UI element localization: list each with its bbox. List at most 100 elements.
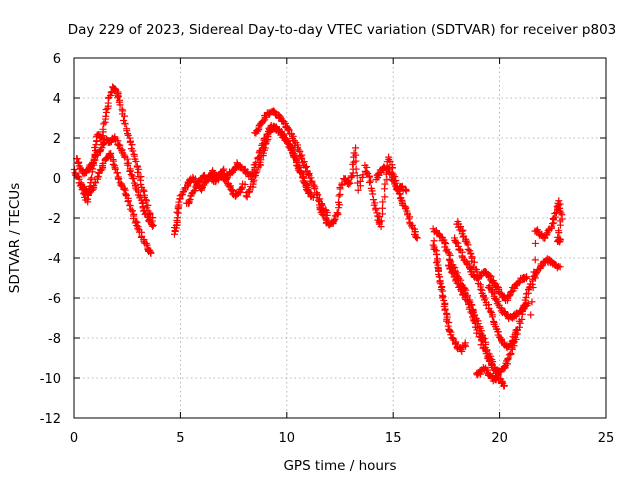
x-tick-label: 5 (176, 431, 184, 446)
data-point (334, 210, 342, 218)
data-point (446, 256, 454, 264)
data-point (99, 125, 107, 133)
series-arc-17 (527, 197, 566, 319)
data-point (83, 195, 91, 203)
y-tick-label: 4 (53, 92, 61, 107)
data-point (191, 187, 199, 195)
data-point (438, 283, 446, 291)
data-point (461, 339, 469, 347)
data-point (147, 249, 155, 257)
data-point (185, 197, 193, 205)
data-point (346, 179, 354, 187)
data-point (433, 251, 441, 259)
x-tick-label: 0 (70, 431, 78, 446)
data-point (405, 215, 413, 223)
data-point (241, 180, 249, 188)
data-point (126, 167, 134, 175)
data-point (127, 170, 135, 178)
data-point (305, 188, 313, 196)
data-point (126, 167, 134, 175)
data-point (457, 223, 465, 231)
data-point (528, 298, 536, 306)
data-point (259, 117, 267, 125)
data-point (500, 382, 508, 390)
data-point (295, 163, 303, 171)
data-point (130, 175, 138, 183)
data-point (476, 370, 484, 378)
series-arc-6 (242, 123, 317, 201)
data-point (285, 140, 293, 148)
data-point (132, 217, 140, 225)
data-point (174, 214, 182, 222)
data-point (249, 178, 257, 186)
data-point (482, 346, 490, 354)
data-point (135, 165, 143, 173)
y-tick-label: -6 (48, 292, 61, 307)
y-tick-label: 2 (53, 132, 61, 147)
data-point (507, 349, 515, 357)
data-point (518, 306, 526, 314)
data-point (120, 116, 128, 124)
data-point (307, 174, 315, 182)
data-point (386, 169, 394, 177)
data-point (433, 257, 441, 265)
data-point (90, 157, 98, 165)
data-point (366, 178, 374, 186)
data-point (413, 234, 421, 242)
data-point (117, 181, 125, 189)
data-point (100, 120, 108, 128)
y-tick-label: -2 (48, 212, 61, 227)
data-point (551, 209, 559, 217)
data-point (74, 172, 82, 180)
x-tick-label: 20 (491, 431, 508, 446)
data-point (250, 173, 258, 181)
data-point (556, 263, 564, 271)
data-point (529, 284, 537, 292)
data-point (379, 198, 387, 206)
data-point (330, 216, 338, 224)
data-point (467, 308, 475, 316)
y-tick-label: 6 (53, 52, 61, 67)
x-tick-label: 10 (279, 431, 296, 446)
data-point (73, 155, 81, 163)
data-point (115, 142, 123, 150)
data-point (369, 196, 377, 204)
data-point (88, 186, 96, 194)
data-point (437, 286, 445, 294)
data-point (94, 173, 102, 181)
data-point (92, 141, 100, 149)
data-point (352, 157, 360, 165)
data-point (538, 262, 546, 270)
data-point (521, 273, 529, 281)
data-point (315, 196, 323, 204)
data-point (493, 374, 501, 382)
data-point (556, 236, 564, 244)
data-point (220, 165, 228, 173)
series-arc-14 (451, 234, 531, 305)
data-point (442, 240, 450, 248)
data-point (149, 221, 157, 229)
data-point (447, 331, 455, 339)
data-point (276, 114, 284, 122)
data-point (133, 222, 141, 230)
data-point (121, 120, 129, 128)
data-point (530, 268, 538, 276)
data-point (470, 258, 478, 266)
data-point (128, 207, 136, 215)
data-point (139, 186, 147, 194)
series-arc-7 (251, 107, 331, 219)
data-point (304, 187, 312, 195)
data-point (356, 177, 364, 185)
data-point (302, 164, 310, 172)
data-point (254, 127, 262, 135)
data-point (531, 239, 539, 247)
y-tick-label: -8 (48, 332, 61, 347)
chart-title: Day 229 of 2023, Sidereal Day-to-day VTE… (68, 22, 617, 38)
data-point (237, 185, 245, 193)
data-point (490, 279, 498, 287)
series-arc-3 (77, 149, 155, 257)
y-tick-label: -10 (40, 372, 61, 387)
x-axis-label: GPS time / hours (283, 458, 396, 474)
data-point (148, 222, 156, 230)
